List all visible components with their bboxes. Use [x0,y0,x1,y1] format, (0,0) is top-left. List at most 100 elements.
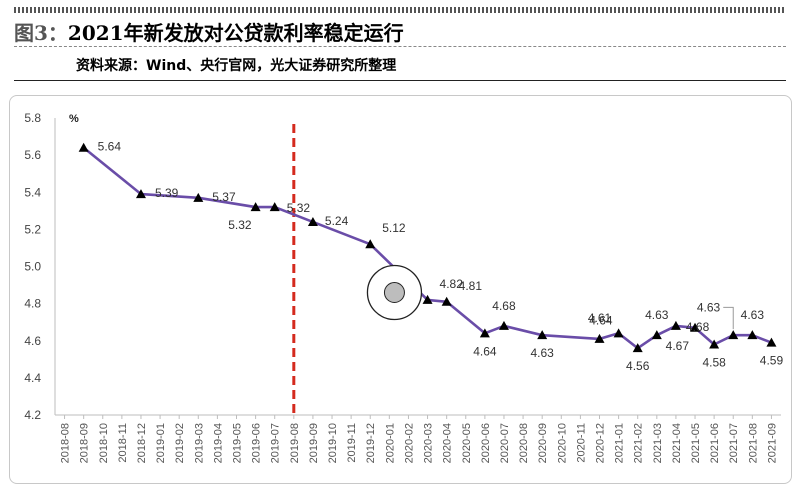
x-tick-label: 2019-04 [212,423,224,463]
data-label: 4.63 [531,346,555,360]
data-label: 5.64 [98,140,122,154]
x-tick-label: 2018-12 [136,423,148,463]
x-tick-label: 2019-08 [289,423,301,463]
data-marker [307,216,318,226]
data-label: 5.39 [155,186,179,200]
x-tick-label: 2018-10 [98,423,110,463]
data-marker [441,296,452,306]
x-tick-label: 2021-02 [633,423,645,463]
figure-label: 图3： [14,21,68,45]
x-tick-label: 2020-02 [403,423,415,463]
x-tick-label: 2019-07 [270,423,282,463]
y-tick-label: 4.2 [24,408,41,422]
data-marker [479,328,490,338]
data-label: 5.32 [228,218,252,232]
data-marker [193,192,204,202]
data-label: 4.82 [440,277,464,291]
data-label: 5.32 [287,201,311,215]
x-tick-label: 2019-10 [327,423,339,463]
y-tick-label: 5.0 [24,260,41,274]
data-marker [365,239,376,249]
x-tick-label: 2021-03 [652,423,664,463]
data-marker [670,320,681,330]
y-tick-label: 5.6 [24,148,41,162]
x-tick-label: 2020-07 [499,423,511,463]
data-marker [613,328,624,338]
line-chart: 4.2 4.4 4.6 4.8 5.0 5.2 5.4 5.6 5.8 % 2018-08 2018-… [24,111,784,463]
data-label: 4.58 [702,355,726,369]
x-tick-label: 2019-03 [193,423,205,463]
x-tick-label: 2020-06 [480,423,492,463]
data-label: 4.61 [588,311,612,325]
x-tick-label: 2021-04 [671,423,683,463]
x-tick-label: 2019-11 [346,423,358,463]
x-tick-label: 2021-07 [728,423,740,463]
x-tick-label: 2020-11 [575,423,587,463]
x-tick-label: 2020-12 [595,423,607,463]
data-marker [651,330,662,340]
data-marker [135,189,146,199]
highlight-dot [383,281,405,303]
data-label: 5.12 [382,221,406,235]
figure-title-text: 2021年新发放对公贷款利率稳定运行 [67,21,404,45]
x-tick-label: 2021-01 [614,423,626,463]
x-tick-label: 2018-08 [60,423,72,463]
x-tick-label: 2020-10 [556,423,568,463]
data-marker [747,330,758,340]
y-tick-label: 5.2 [24,222,41,236]
data-marker [78,142,89,152]
chart-frame: 4.2 4.4 4.6 4.8 5.0 5.2 5.4 5.6 5.8% 2018-08 2018-… [9,95,792,484]
x-tick-label: 2021-06 [709,423,721,463]
data-marker [632,343,643,353]
x-tick-label: 2020-01 [384,423,396,463]
data-label: 4.68 [686,320,710,334]
figure-title: 图3：2021年新发放对公贷款利率稳定运行 [14,17,404,46]
header-stripe [14,7,786,13]
data-marker [728,330,739,340]
data-marker [269,202,280,212]
data-label: 4.81 [459,279,483,293]
source-note: 资料来源：Wind、央行官网，光大证券研究所整理 [76,58,397,74]
title-divider [14,46,786,47]
x-tick-label: 2020-04 [442,423,454,463]
x-tick-label: 2019-01 [155,423,167,463]
x-tick-label: 2020-03 [423,423,435,463]
x-tick-label: 2018-11 [117,423,129,463]
x-tick-label: 2019-05 [232,423,244,463]
series-line [82,146,772,350]
x-tick-label: 2019-09 [308,423,320,463]
data-marker [594,333,605,343]
data-label: 4.56 [626,359,650,373]
y-tick-label: 4.6 [24,334,41,348]
data-label: 5.24 [325,214,349,228]
x-tick-label: 2021-08 [747,423,759,463]
data-label: 4.64 [473,344,497,358]
y-tick-label: 5.8 [24,111,41,125]
x-tick-label: 2020-08 [518,423,530,463]
data-label: 5.37 [212,190,236,204]
x-tick-label: 2021-05 [690,423,702,463]
y-tick-label: 4.8 [24,297,41,311]
data-marker [690,322,701,332]
callout-leader [723,306,734,330]
data-marker [709,339,720,349]
x-tick-label: 2019-12 [365,423,377,463]
data-label: 4.59 [760,354,784,368]
data-label: 4.63 [741,308,765,322]
x-tick-label: 2019-06 [251,423,263,463]
data-label: 4.63 [697,300,721,314]
source-divider [14,80,786,81]
data-label: 4.67 [666,339,690,353]
x-tick-label: 2020-09 [537,423,549,463]
data-marker [537,330,548,340]
x-tick-label: 2021-09 [766,423,778,463]
data-marker [422,294,433,304]
data-label: 4.64 [589,313,613,327]
data-marker [498,320,509,330]
y-tick-label: 5.4 [24,185,41,199]
data-marker [766,337,777,347]
x-tick-label: 2019-02 [174,423,186,463]
y-tick-label: 4.4 [24,371,41,385]
data-label: 4.68 [492,299,516,313]
x-tick-label: 2020-05 [461,423,473,463]
